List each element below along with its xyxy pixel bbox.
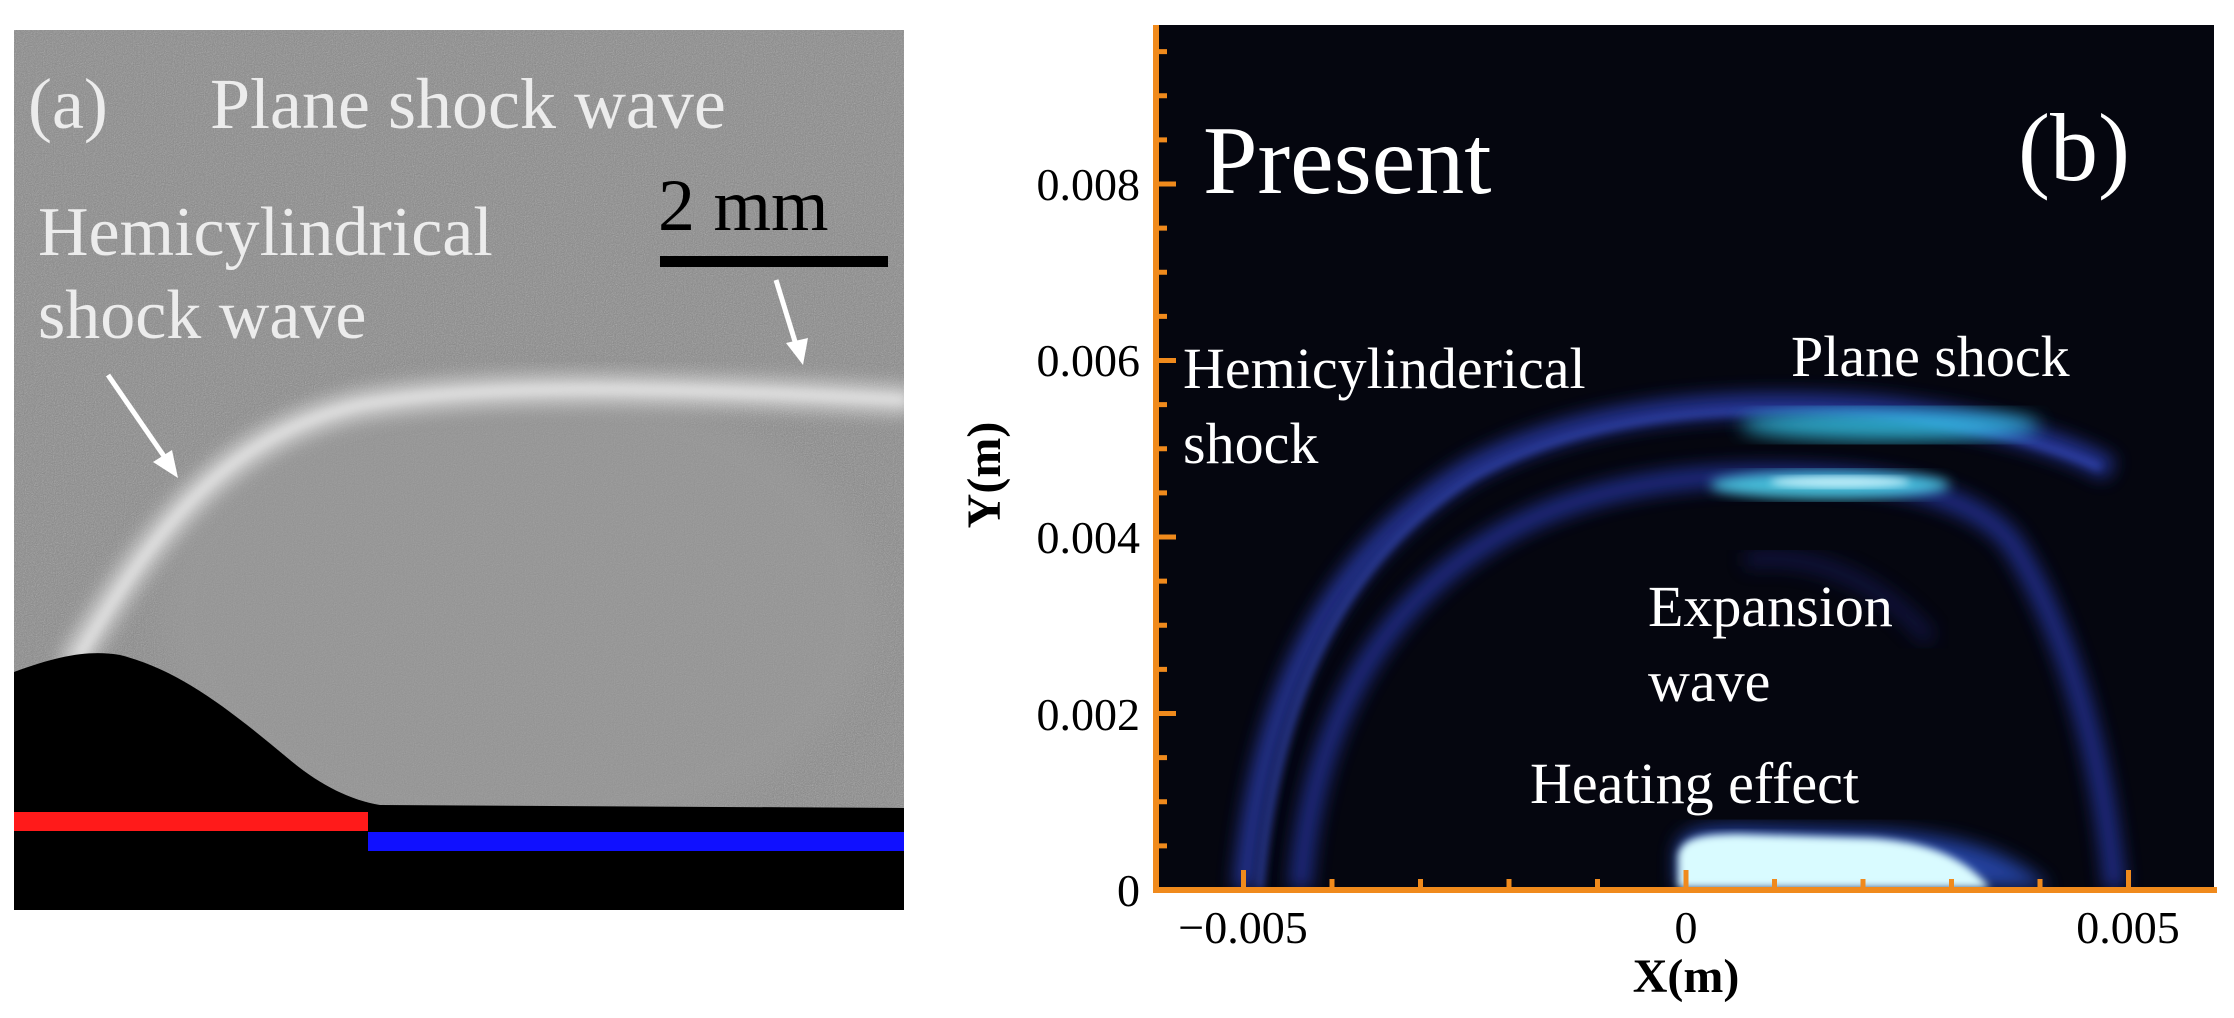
y-tick-label-0.006: 0.006 xyxy=(1037,335,1141,386)
y-tick-label-0.008: 0.008 xyxy=(1037,159,1141,210)
panel-a: (a) Plane shock wave 2 mm Hemicylindrica… xyxy=(14,30,904,910)
annotation-shock-wave: shock wave xyxy=(38,277,367,354)
annotation-heating-effect: Heating effect xyxy=(1530,751,1859,816)
x-axis-title: X(m) xyxy=(1633,950,1740,1003)
x-tick-label-0: 0 xyxy=(1675,902,1698,953)
blue-bar xyxy=(368,832,904,851)
x-tick-label-neg0.005: −0.005 xyxy=(1178,902,1307,953)
x-tick-label-0.005: 0.005 xyxy=(2076,902,2180,953)
y-tick-label-0: 0 xyxy=(1117,865,1140,916)
plane-shock-highlight-lower-core xyxy=(1770,476,1910,488)
panel-a-label: (a) xyxy=(28,64,108,144)
y-axis-title: Y(m) xyxy=(958,422,1011,529)
annotation-wave: wave xyxy=(1648,649,1770,714)
annotation-plane-shock: Plane shock xyxy=(1791,324,2070,389)
arrow-hemicylindrical xyxy=(105,373,178,478)
y-tick-label-0.002: 0.002 xyxy=(1037,689,1141,740)
red-bar xyxy=(14,812,368,831)
contour-plot xyxy=(1234,393,2125,890)
x-axis-ticks xyxy=(1241,870,2131,890)
annotation-expansion: Expansion xyxy=(1648,574,1893,639)
scale-bar-label: 2 mm xyxy=(658,165,829,247)
panel-a-title: Plane shock wave xyxy=(210,64,726,144)
panel-b-label: (b) xyxy=(2018,94,2130,201)
y-axis-ticks xyxy=(1156,49,1176,893)
annotation-shock: shock xyxy=(1183,411,1318,476)
heating-region xyxy=(1678,834,1990,888)
panel-b-title: Present xyxy=(1203,107,1492,215)
disturbed-region xyxy=(160,380,880,840)
shock-wave-core xyxy=(76,385,904,658)
arrow-plane-shock xyxy=(773,279,808,365)
annotation-hemicylindrical: Hemicylindrical xyxy=(38,194,493,271)
scale-bar xyxy=(660,256,888,267)
plane-shock-highlight-upper xyxy=(1740,409,2040,441)
inner-faint-arc xyxy=(1743,550,1937,646)
panel-b: 0 0.002 0.004 0.006 0.008 −0.005 0 0.005… xyxy=(958,25,2217,1003)
y-tick-label-0.004: 0.004 xyxy=(1037,512,1141,563)
annotation-hemicylinderical: Hemicylinderical xyxy=(1183,336,1586,401)
